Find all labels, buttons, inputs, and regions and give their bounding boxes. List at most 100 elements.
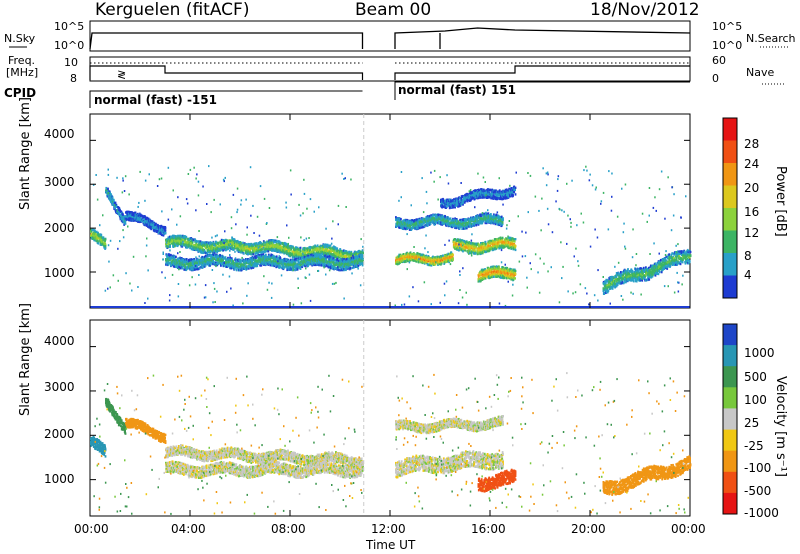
panel-0-echo-cell	[173, 258, 176, 261]
panel-0-echo-cell	[155, 225, 157, 229]
panel-0-echo-cell	[94, 235, 97, 238]
panel-0-echo-cell	[104, 246, 107, 250]
panel-0-echo-cell	[323, 262, 326, 266]
panel-0-echo-cell	[265, 258, 268, 261]
panel-0-echo-cell	[166, 261, 169, 264]
panel-0-echo-cell	[308, 249, 311, 252]
panel-0-echo-cell	[155, 223, 158, 226]
panel-0-echo-cell	[333, 250, 336, 253]
panel-0-echo-cell	[181, 245, 184, 248]
panel-0-echo-cell	[146, 221, 149, 224]
panel-0-echo-cell	[233, 238, 236, 241]
panel-0-echo-cell	[475, 245, 478, 248]
panel-0-echo-cell	[233, 243, 236, 246]
panel-0-echo-cell	[275, 258, 278, 261]
panel-0-echo-cell	[347, 256, 350, 259]
panel-0-echo-cell	[123, 216, 126, 219]
panel-0-echo-cell	[99, 240, 101, 243]
panel-0-echo-cell	[216, 255, 219, 258]
panel-0-echo-cell	[227, 264, 230, 267]
panel-0-echo-cell	[142, 220, 145, 224]
panel-0-echo-cell	[230, 267, 233, 270]
panel-0-echo-cell	[212, 259, 215, 263]
panel-0-echo-cell	[413, 259, 416, 262]
panel-0-echo-cell	[212, 251, 214, 254]
panel-0-echo-cell	[219, 254, 222, 258]
panel-0-echo-cell	[447, 255, 450, 258]
panel-0-echo-cell	[196, 266, 199, 269]
panel-0-echo-cell	[252, 253, 255, 256]
panel-0-echo-cell	[268, 243, 271, 247]
panel-0-echo-cell	[157, 231, 160, 234]
panel-0-echo-cell	[288, 247, 291, 251]
panel-0-echo-cell	[251, 260, 254, 264]
panel-0-echo-cell	[442, 254, 444, 257]
panel-0-echo-cell	[184, 235, 186, 238]
panel-0-echo-cell	[418, 252, 421, 256]
panel-0-echo-cell	[164, 226, 167, 229]
panel-0-echo-cell	[168, 240, 171, 243]
panel-0-echo-cell	[258, 247, 261, 250]
panel-0-echo-cell	[238, 245, 241, 249]
panel-0-echo-cell	[235, 264, 238, 268]
panel-0-echo-cell	[351, 266, 354, 270]
panel-0-echo-cell	[211, 242, 214, 245]
panel-0-echo-cell	[249, 258, 251, 261]
panel-0-echo-cell	[271, 244, 274, 247]
panel-0-echo-cell	[314, 248, 317, 251]
panel-0-echo-cell	[181, 263, 184, 266]
panel-0-echo-cell	[270, 260, 273, 263]
panel-0-echo-cell	[171, 263, 174, 266]
panel-0-echo-cell	[242, 252, 245, 255]
panel-0-echo-cell	[254, 264, 257, 268]
panel-0-echo-cell	[256, 264, 259, 267]
panel-0-echo-cell	[171, 256, 174, 259]
panel-0-echo-cell	[302, 251, 305, 254]
panel-0-echo-cell	[283, 261, 286, 264]
panel-0-echo-cell	[430, 264, 433, 267]
panel-0-echo-cell	[345, 255, 348, 259]
panel-0-echo-cell	[131, 213, 134, 216]
panel-0-echo-cell	[252, 250, 255, 254]
panel-0-echo-cell	[290, 253, 293, 257]
panel-0-echo-cell	[350, 260, 353, 263]
panel-0-echo-cell	[343, 258, 346, 261]
panel-0-echo-cell	[255, 256, 257, 259]
panel-0-echo-cell	[130, 217, 133, 220]
panel-0-echo-cell	[305, 247, 307, 250]
panel-0-echo-cell	[181, 239, 184, 242]
panel-0-echo-cell	[318, 263, 321, 267]
panel-0-echo-cell	[204, 241, 207, 244]
panel-0-echo-cell	[131, 216, 134, 219]
panel-0-echo-cell	[237, 240, 240, 244]
panel-0-echo-cell	[192, 238, 195, 241]
panel-0-echo-cell	[286, 250, 289, 254]
panel-0-echo-cell	[155, 228, 158, 231]
panel-0-echo-cell	[201, 246, 204, 249]
panel-0-echo-cell	[170, 261, 173, 264]
panel-0-echo-cell	[227, 247, 229, 251]
panel-0-echo-cell	[219, 240, 222, 243]
panel-0-echo-cell	[327, 255, 329, 259]
panel-0-echo-cell	[332, 261, 335, 264]
panel-0-echo-cell	[296, 268, 299, 271]
panel-0-echo-cell	[284, 251, 286, 254]
panel-0-echo-cell	[255, 251, 258, 254]
panel-0-echo-cell	[175, 258, 178, 262]
panel-0-echo-cell	[118, 213, 121, 216]
panel-0-echo-cell	[242, 247, 245, 251]
panel-0-echo-cell	[179, 267, 182, 270]
panel-0-echo-cell	[428, 257, 431, 260]
panel-0-echo-cell	[200, 246, 202, 249]
panel-0-echo-cell	[245, 268, 248, 271]
panel-0-echo-cell	[247, 258, 249, 261]
panel-0-echo-cell	[318, 252, 321, 255]
panel-0-echo-cell	[338, 268, 341, 272]
panel-0-echo-cell	[309, 249, 311, 252]
panel-0-echo-cell	[193, 244, 196, 247]
panel-0-echo-cell	[201, 266, 204, 269]
panel-0-echo-cell	[313, 260, 316, 264]
panel-0-echo-cell	[246, 251, 249, 254]
panel-0-echo-cell	[222, 259, 224, 262]
panel-0-echo-cell	[248, 243, 251, 246]
